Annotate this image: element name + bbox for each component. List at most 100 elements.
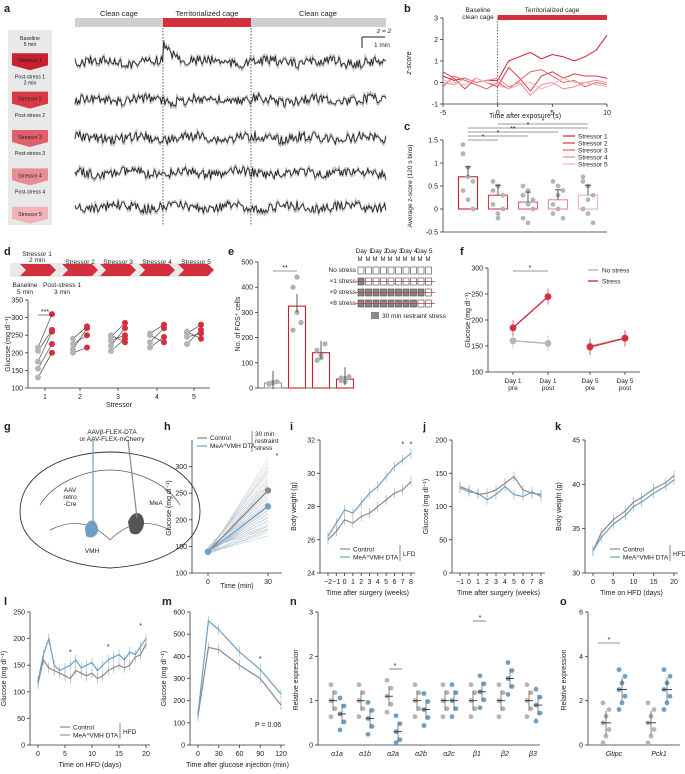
data-point xyxy=(384,677,390,683)
data-point xyxy=(667,693,673,699)
data-point xyxy=(544,293,552,300)
data-point xyxy=(550,202,556,207)
vmh-region xyxy=(85,520,99,538)
data-point xyxy=(470,179,476,184)
i-sig: * xyxy=(410,442,413,449)
data-point xyxy=(495,215,501,221)
mean-point xyxy=(264,503,272,510)
n-x-tick-label: β2 xyxy=(500,751,509,758)
k-x-tick-label: 5 xyxy=(611,579,615,586)
m-label: M xyxy=(403,257,408,263)
series-line-4 xyxy=(442,77,608,97)
l-sig: * xyxy=(107,644,110,651)
stress-point xyxy=(84,344,90,351)
series-line xyxy=(512,296,549,329)
day-label: Day 2 xyxy=(371,248,388,255)
l-sig: * xyxy=(69,650,72,657)
data-point xyxy=(470,206,476,212)
legend-item: Stressor 5 xyxy=(578,162,608,169)
l-legend-1: Control xyxy=(73,725,95,732)
schedule-cell xyxy=(365,266,372,275)
panel-label-a: a xyxy=(4,3,11,15)
j-y-tick-label: 150 xyxy=(435,471,447,478)
stressor-step-label: Stressor 1 xyxy=(18,58,42,64)
d-x-label: Stressor xyxy=(106,402,133,409)
data-point xyxy=(393,740,399,746)
data-point xyxy=(530,197,536,203)
condition-label: ×1 stress xyxy=(329,278,356,285)
data-point xyxy=(328,714,334,720)
data-point xyxy=(606,707,612,712)
l-legend-2: MeA^VMH DTA xyxy=(73,733,119,740)
step-label: Post-stress 2 xyxy=(15,113,45,119)
stress-chevron xyxy=(178,264,214,276)
j-x-tick-label: 7 xyxy=(530,579,534,586)
stress-point xyxy=(198,335,204,342)
o-x-tick-label: Gtipc xyxy=(606,751,623,758)
data-point xyxy=(412,682,418,688)
h-y-tick-label: 300 xyxy=(175,464,187,471)
data-point xyxy=(520,215,526,221)
time-scale-label: 1 min xyxy=(374,42,390,49)
stress-point xyxy=(49,326,55,333)
schedule-cell xyxy=(387,266,395,275)
baseline-point xyxy=(184,341,190,347)
d-y-label: Glucose (mg dl⁻¹) xyxy=(5,316,12,371)
brain-outline xyxy=(19,451,201,569)
panel-label-n: n xyxy=(290,596,297,608)
schedule-cell xyxy=(410,266,417,275)
mean-line xyxy=(207,505,269,553)
data-point xyxy=(645,740,651,746)
f-x-tick-label-2: post xyxy=(619,385,631,392)
individual-line xyxy=(207,530,269,555)
panel-label-k: k xyxy=(555,421,562,433)
baseline-point xyxy=(35,374,41,381)
l-x-tick-label: 5 xyxy=(63,751,67,758)
data-point xyxy=(416,706,422,712)
f-y-tick-label: 300 xyxy=(471,266,483,273)
j-x-tick-label: 6 xyxy=(521,579,525,586)
b-y-tick-label: 2 xyxy=(434,37,438,44)
h-stress-2: restraint xyxy=(255,438,279,445)
individual-line xyxy=(207,482,269,549)
data-point xyxy=(477,673,483,679)
schedule-cell xyxy=(372,266,380,275)
baseline-point xyxy=(108,342,114,349)
data-point xyxy=(388,685,394,691)
schedule-cell xyxy=(357,266,365,275)
data-point xyxy=(397,737,403,743)
series-line-2 xyxy=(197,619,282,715)
m-label: M xyxy=(411,257,416,263)
step-label: Post-stress 3 xyxy=(15,151,45,157)
schedule-cell xyxy=(417,266,425,275)
data-point xyxy=(338,377,344,384)
data-point xyxy=(590,192,596,198)
panel-label-o: o xyxy=(560,596,567,608)
series-line-1 xyxy=(37,643,147,684)
d-y-tick-label: 350 xyxy=(11,298,23,305)
n-x-tick-label: α2b xyxy=(415,751,427,758)
m-y-tick-label: 100 xyxy=(173,720,185,727)
data-point xyxy=(555,183,561,189)
fiber-photometry-trace xyxy=(74,131,387,146)
data-point xyxy=(528,690,534,696)
o-y-tick-label: 4 xyxy=(579,654,583,661)
h-x-tick-label: 0 xyxy=(206,579,210,586)
stressor-chevron xyxy=(12,91,48,109)
vmh-label: VMH xyxy=(85,548,100,555)
k-y-tick-label: 35 xyxy=(572,526,580,533)
c-y-tick-label: 1 xyxy=(434,161,438,168)
d-x-tick-label: 2 xyxy=(78,394,82,401)
baseline-point xyxy=(35,358,41,365)
m-label: M xyxy=(366,257,371,263)
d-stressor-5: Stressor 5 xyxy=(181,259,211,266)
panel-label-f: f xyxy=(460,246,464,258)
data-point xyxy=(520,192,526,198)
n-sig-2: * xyxy=(479,615,482,622)
m-x-label: Time after glucose injection (min) xyxy=(186,762,289,769)
m-sig: * xyxy=(259,656,262,663)
m-label: M xyxy=(381,257,386,263)
brain-inner-contour xyxy=(39,469,181,506)
data-point xyxy=(360,706,366,712)
data-point xyxy=(481,681,487,687)
